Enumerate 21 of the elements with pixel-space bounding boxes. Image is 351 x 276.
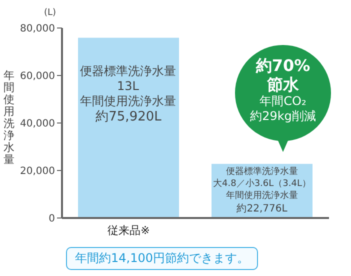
y-axis-title: 年間使用洗浄水量 (79, 94, 177, 109)
annotation: 節水 (266, 75, 300, 94)
y-tick-label: 80,000 (20, 24, 55, 35)
text: 年間約14,100円節約できます。 (66, 247, 258, 270)
y-tick-label: 60,000 (20, 71, 55, 82)
annotation: 約70% (254, 56, 312, 75)
annotation: 約29kg削減 (249, 109, 317, 124)
annotation: 年間使用洗浄水量 (225, 190, 299, 202)
y-tick-label: 20,000 (20, 166, 55, 178)
x-tick-label: 従来品※ (108, 224, 150, 237)
annotation: 大4.8／小3.6L（3.4L） (212, 178, 312, 190)
data-label: 約22,776L (236, 204, 288, 215)
y-tick-label: 0 (48, 214, 55, 225)
y-tick-label: 40,000 (20, 118, 55, 130)
annotation: 13L (116, 79, 140, 94)
annotation: 便器標準洗浄水量 (79, 64, 177, 79)
annotation: 便器標準洗浄水量 (225, 166, 299, 178)
data-label: 約75,920L (96, 110, 162, 125)
annotation: 年間CO₂ (258, 94, 308, 109)
text: (L) (44, 8, 56, 18)
text: 年間使用洗浄水量 (3, 69, 15, 166)
